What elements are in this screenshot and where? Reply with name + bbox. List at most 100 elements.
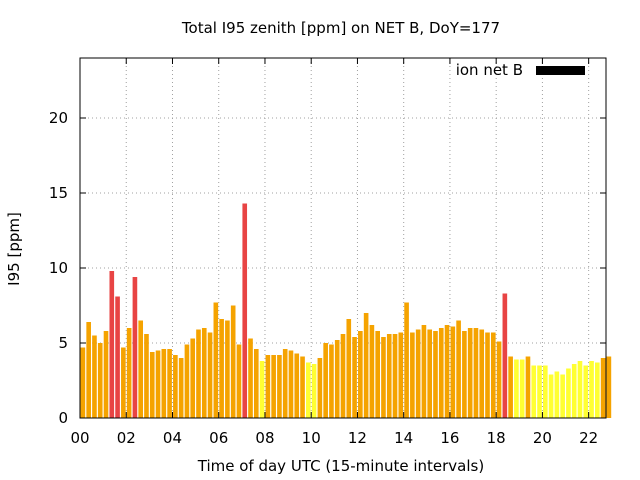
bar (444, 325, 450, 418)
legend-swatch (536, 66, 585, 75)
bar (334, 340, 340, 418)
bar (317, 358, 323, 418)
bar (583, 365, 589, 418)
bar (178, 358, 184, 418)
x-axis-label: Time of day UTC (15-minute intervals) (197, 457, 484, 475)
bar (386, 334, 392, 418)
bar (92, 335, 97, 418)
bar (600, 358, 606, 418)
y-axis-label: I95 [ppm] (5, 212, 23, 286)
bar (398, 332, 404, 418)
bar (225, 320, 230, 418)
bar (294, 353, 300, 418)
bar (271, 355, 276, 418)
bar (161, 349, 167, 418)
bar (323, 343, 328, 418)
bar (155, 350, 161, 418)
bar (438, 328, 444, 418)
bar (415, 329, 421, 418)
bar (537, 365, 542, 418)
bar (115, 296, 120, 418)
bar (277, 355, 282, 418)
x-tick-label: 12 (348, 429, 367, 447)
bar (236, 344, 242, 418)
bar (230, 305, 236, 418)
bar (219, 319, 224, 418)
y-tick-labels: 0 5 10 15 20 (49, 109, 68, 427)
axis-ticks (79, 58, 606, 419)
bar (525, 356, 531, 418)
bar (97, 343, 103, 418)
x-tick-label: 16 (440, 429, 459, 447)
bar (282, 349, 288, 418)
y-tick-label: 5 (58, 334, 68, 352)
bar (490, 332, 496, 418)
bar (149, 352, 155, 418)
bar (352, 337, 357, 418)
bar (566, 368, 571, 418)
y-tick-label: 20 (49, 109, 68, 127)
bar (462, 331, 467, 418)
bar (606, 356, 612, 418)
bar (427, 329, 433, 418)
bar (346, 319, 352, 418)
bar (306, 362, 311, 418)
x-tick-label: 02 (117, 429, 136, 447)
bar (392, 334, 398, 418)
plot-frame (79, 57, 607, 419)
x-tick-label: 04 (163, 429, 182, 447)
x-tick-labels: 00 02 04 06 08 10 12 14 16 18 20 22 (70, 429, 598, 447)
grid (80, 58, 606, 418)
bar (519, 359, 525, 418)
bar (300, 356, 305, 418)
bar (548, 374, 554, 418)
bar (496, 341, 502, 418)
bar (265, 355, 271, 418)
bar (358, 331, 363, 418)
bar-series (80, 203, 612, 418)
bar (450, 326, 456, 418)
chart-title: Total I95 zenith [ppm] on NET B, DoY=177 (181, 19, 500, 37)
bar (456, 320, 461, 418)
bar (167, 349, 172, 418)
bar (508, 356, 513, 418)
bar (542, 365, 548, 418)
bar (589, 361, 594, 418)
bar (86, 322, 91, 418)
bar (144, 334, 149, 418)
x-tick-label: 06 (209, 429, 228, 447)
bar (213, 302, 219, 418)
x-tick-label: 18 (487, 429, 506, 447)
bar (571, 364, 577, 418)
y-tick-label: 15 (49, 184, 68, 202)
bar (577, 361, 583, 418)
bar (363, 313, 369, 418)
bar (311, 364, 317, 418)
bar (369, 325, 375, 418)
bar (502, 293, 508, 418)
bar (375, 331, 380, 418)
bar (473, 328, 479, 418)
bar (485, 332, 490, 418)
bar (329, 344, 334, 418)
y-tick-label: 0 (58, 409, 68, 427)
bar (253, 349, 259, 418)
bar (554, 371, 560, 418)
x-tick-label: 14 (394, 429, 413, 447)
bar (242, 203, 248, 418)
bar (138, 320, 144, 418)
x-tick-label: 20 (533, 429, 552, 447)
bar (190, 338, 196, 418)
bar (560, 374, 565, 418)
bar (410, 332, 415, 418)
bar (259, 361, 265, 418)
bar (467, 328, 473, 418)
bar (196, 329, 201, 418)
bar (433, 331, 438, 418)
bar (121, 347, 126, 418)
bar (184, 344, 190, 418)
bar (288, 350, 294, 418)
x-tick-label: 10 (302, 429, 321, 447)
bar (404, 302, 409, 418)
